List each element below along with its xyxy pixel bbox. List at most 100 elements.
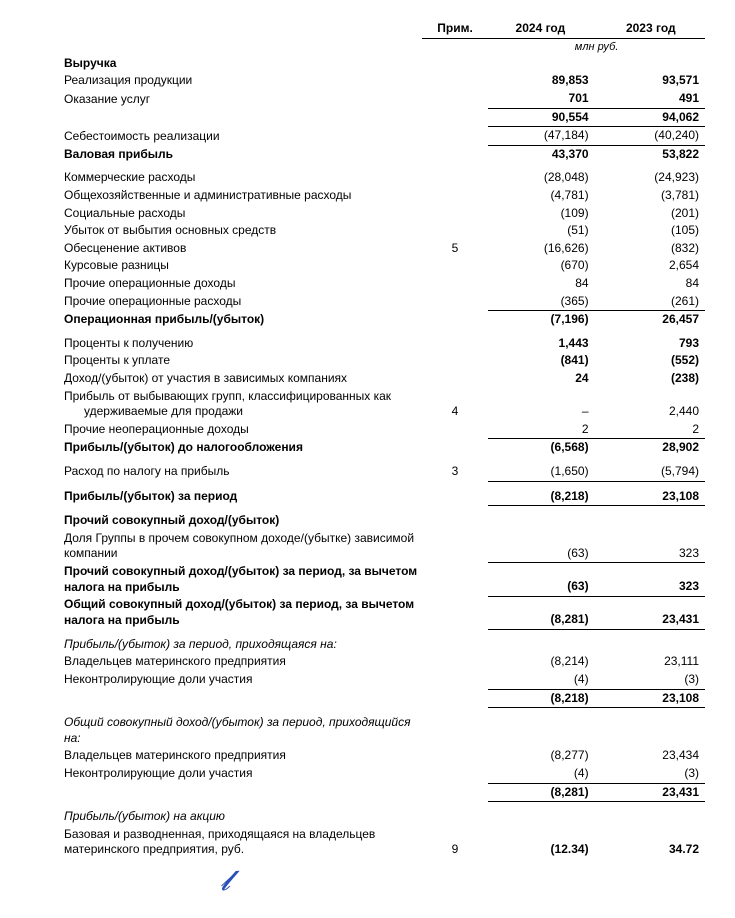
row-value-2023: (3,781)	[599, 187, 705, 205]
row-label: Владельцев материнского предприятия	[60, 747, 422, 765]
row-value-2023: (105)	[599, 222, 705, 240]
row-note	[422, 335, 488, 353]
row-label: Выручка	[60, 55, 422, 73]
row-value-2023: 23,108	[599, 689, 705, 708]
row-note	[422, 765, 488, 783]
row-value-2023: 491	[599, 90, 705, 108]
row-label: Проценты к получению	[60, 335, 422, 353]
row-value-2023	[599, 55, 705, 73]
row-value-2023: (832)	[599, 240, 705, 258]
row-note: 3	[422, 463, 488, 481]
header-year2: 2023 год	[599, 20, 705, 38]
income-statement-table: Прим. 2024 год 2023 год млн руб. Выручка…	[60, 20, 705, 859]
row-note	[422, 530, 488, 563]
row-label: Прибыль/(убыток) на акцию	[60, 808, 422, 826]
row-label: Прибыль/(убыток) за период, приходящаяся…	[60, 636, 422, 654]
row-label: Владельцев материнского предприятия	[60, 653, 422, 671]
row-note	[422, 222, 488, 240]
header-note: Прим.	[422, 20, 488, 38]
row-note	[422, 127, 488, 146]
row-value-2023: 94,062	[599, 108, 705, 127]
row-value-2024: (8,277)	[488, 747, 598, 765]
row-label: Прибыль от выбывающих групп, классифицир…	[60, 388, 422, 421]
row-value-2024: 24	[488, 370, 598, 388]
row-value-2024: 2	[488, 421, 598, 439]
row-value-2024: (4)	[488, 671, 598, 689]
row-label	[60, 783, 422, 802]
row-label: Коммерческие расходы	[60, 169, 422, 187]
header-unit: млн руб.	[488, 38, 705, 55]
row-value-2024: (8,281)	[488, 783, 598, 802]
row-value-2023: 2,440	[599, 388, 705, 421]
row-value-2023: 34.72	[599, 826, 705, 859]
row-value-2023: 28,902	[599, 439, 705, 457]
row-label	[60, 108, 422, 127]
header-year1: 2024 год	[488, 20, 598, 38]
row-value-2023: 323	[599, 563, 705, 596]
row-value-2023	[599, 808, 705, 826]
row-label: Прочий совокупный доход/(убыток)	[60, 512, 422, 530]
row-value-2024: 84	[488, 275, 598, 293]
row-note	[422, 596, 488, 629]
row-value-2024: (6,568)	[488, 439, 598, 457]
row-label: Общий совокупный доход/(убыток) за перио…	[60, 714, 422, 747]
row-label: Убыток от выбытия основных средств	[60, 222, 422, 240]
row-value-2024	[488, 636, 598, 654]
row-label: Доход/(убыток) от участия в зависимых ко…	[60, 370, 422, 388]
row-value-2023: (261)	[599, 293, 705, 311]
row-value-2024: –	[488, 388, 598, 421]
row-value-2024: (28,048)	[488, 169, 598, 187]
row-label: Прочие операционные расходы	[60, 293, 422, 311]
row-value-2023: 23,431	[599, 783, 705, 802]
row-value-2024: (365)	[488, 293, 598, 311]
row-note	[422, 55, 488, 73]
row-value-2023: (40,240)	[599, 127, 705, 146]
row-note	[422, 370, 488, 388]
row-note	[422, 488, 488, 506]
row-value-2024: 89,853	[488, 72, 598, 90]
row-label: Неконтролирующие доли участия	[60, 765, 422, 783]
row-label: Общий совокупный доход/(убыток) за перио…	[60, 596, 422, 629]
row-value-2023: 26,457	[599, 311, 705, 329]
row-note	[422, 636, 488, 654]
row-note	[422, 205, 488, 223]
row-value-2024: (8,214)	[488, 653, 598, 671]
signature-mark: 𝓵	[60, 865, 705, 898]
row-value-2024: (1,650)	[488, 463, 598, 481]
row-note	[422, 145, 488, 163]
row-note	[422, 671, 488, 689]
row-value-2023: 2,654	[599, 257, 705, 275]
row-value-2024: (841)	[488, 352, 598, 370]
row-note	[422, 311, 488, 329]
row-note: 9	[422, 826, 488, 859]
row-value-2024: (16,626)	[488, 240, 598, 258]
row-label: Курсовые разницы	[60, 257, 422, 275]
row-value-2024: (109)	[488, 205, 598, 223]
row-label: Базовая и разводненная, приходящаяся на …	[60, 826, 422, 859]
row-label: Операционная прибыль/(убыток)	[60, 311, 422, 329]
row-value-2023	[599, 636, 705, 654]
row-note	[422, 90, 488, 108]
row-note	[422, 421, 488, 439]
row-value-2023	[599, 512, 705, 530]
row-value-2023: 23,434	[599, 747, 705, 765]
row-value-2024: 90,554	[488, 108, 598, 127]
row-value-2024: (47,184)	[488, 127, 598, 146]
row-label: Прочие неоперационные доходы	[60, 421, 422, 439]
row-value-2023	[599, 714, 705, 747]
row-value-2023: (3)	[599, 765, 705, 783]
row-value-2023: (552)	[599, 352, 705, 370]
row-value-2023: (201)	[599, 205, 705, 223]
row-label: Себестоимость реализации	[60, 127, 422, 146]
row-note	[422, 653, 488, 671]
row-value-2024: (8,218)	[488, 689, 598, 708]
row-value-2024	[488, 808, 598, 826]
row-value-2024: (8,218)	[488, 488, 598, 506]
row-value-2024	[488, 55, 598, 73]
row-note: 5	[422, 240, 488, 258]
row-value-2023: (5,794)	[599, 463, 705, 481]
row-value-2023: (238)	[599, 370, 705, 388]
row-value-2023: 93,571	[599, 72, 705, 90]
row-value-2024: 1,443	[488, 335, 598, 353]
row-value-2024	[488, 512, 598, 530]
